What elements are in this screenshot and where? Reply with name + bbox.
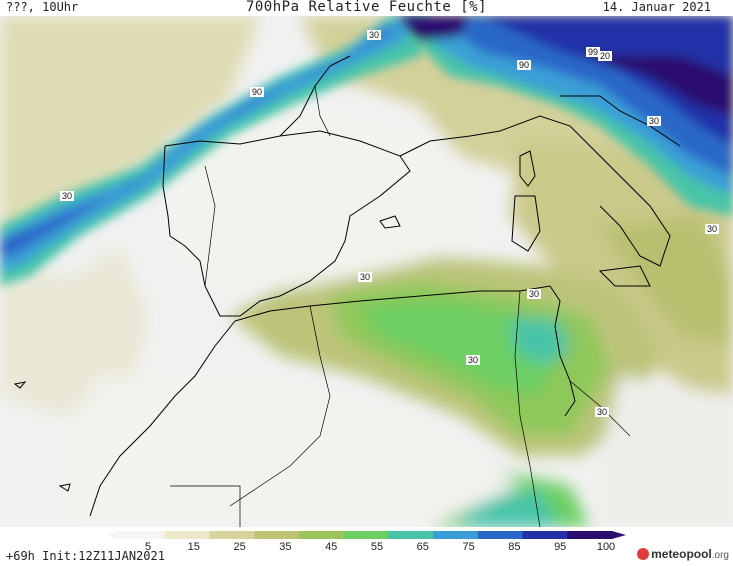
legend-arrow-high [612, 531, 626, 539]
legend-tick-label: 45 [325, 541, 338, 553]
forecast-date: 14. Januar 2021 [602, 0, 711, 14]
logo-icon [637, 548, 650, 560]
legend-tick-label: 95 [554, 541, 567, 553]
legend-swatch [120, 531, 166, 539]
header-bar: ???, 10Uhr 700hPa Relative Feuchte [%] 1… [0, 0, 733, 16]
legend-swatch [567, 531, 613, 539]
legend-swatch [477, 531, 524, 539]
color-legend [106, 531, 626, 539]
map-canvas: 30 90 30 90 99 20 30 30 30 30 30 30 [0, 16, 733, 527]
contour-label: 90 [519, 60, 529, 70]
legend-swatch [433, 531, 479, 539]
contour-label: 30 [468, 355, 478, 365]
legend-tick-label: 55 [370, 541, 384, 553]
contour-label: 30 [62, 191, 72, 201]
contour-label: 30 [529, 289, 539, 299]
logo-text: meteopool [651, 547, 712, 561]
coastlines [13, 55, 681, 517]
legend-tick-label: 35 [279, 541, 292, 553]
borders [170, 85, 631, 527]
logo-tld: .org [711, 550, 729, 561]
model-run-label: +69h Init:12Z11JAN2021 [6, 549, 165, 563]
legend-tick-label: 100 [596, 541, 616, 553]
contour-labels: 30 90 30 90 99 20 30 30 30 30 30 30 [60, 30, 719, 417]
legend-swatch [343, 531, 389, 539]
legend-tick-label: 25 [233, 541, 246, 553]
contour-label: 30 [649, 116, 659, 126]
contour-label: 30 [360, 272, 370, 282]
legend-tick-label: 5 [144, 541, 152, 553]
legend-swatch [254, 531, 300, 539]
contour-label: 30 [369, 30, 379, 40]
legend-swatch [388, 531, 434, 539]
contour-label: 20 [600, 51, 610, 61]
moist-band-northwest [0, 16, 430, 286]
contour-label: 99 [588, 47, 598, 57]
forecast-day-label: ???, 10Uhr [6, 0, 79, 14]
legend-tick-label: 85 [508, 541, 521, 553]
legend-tick-label: 75 [462, 541, 475, 553]
legend-swatch [522, 531, 568, 539]
meteopool-logo: meteopool.org [637, 547, 729, 561]
moist-region-northeast [400, 16, 733, 216]
legend-tick-label: 15 [187, 541, 200, 553]
legend-swatch [209, 531, 255, 539]
legend-swatch [298, 531, 345, 539]
legend-swatch [164, 531, 210, 539]
contour-label: 90 [252, 87, 262, 97]
footer-bar: 5 15 25 35 45 55 65 75 85 95 100 +69h Init:12Z11JA… [0, 527, 733, 566]
map-title: 700hPa Relative Feuchte [%] [245, 0, 488, 15]
legend-arrow-low [106, 531, 120, 539]
contour-label: 30 [597, 407, 607, 417]
humidity-map: 30 90 30 90 99 20 30 30 30 30 30 30 [0, 16, 733, 527]
legend-tick-label: 65 [416, 541, 429, 553]
contour-label: 30 [707, 224, 717, 234]
